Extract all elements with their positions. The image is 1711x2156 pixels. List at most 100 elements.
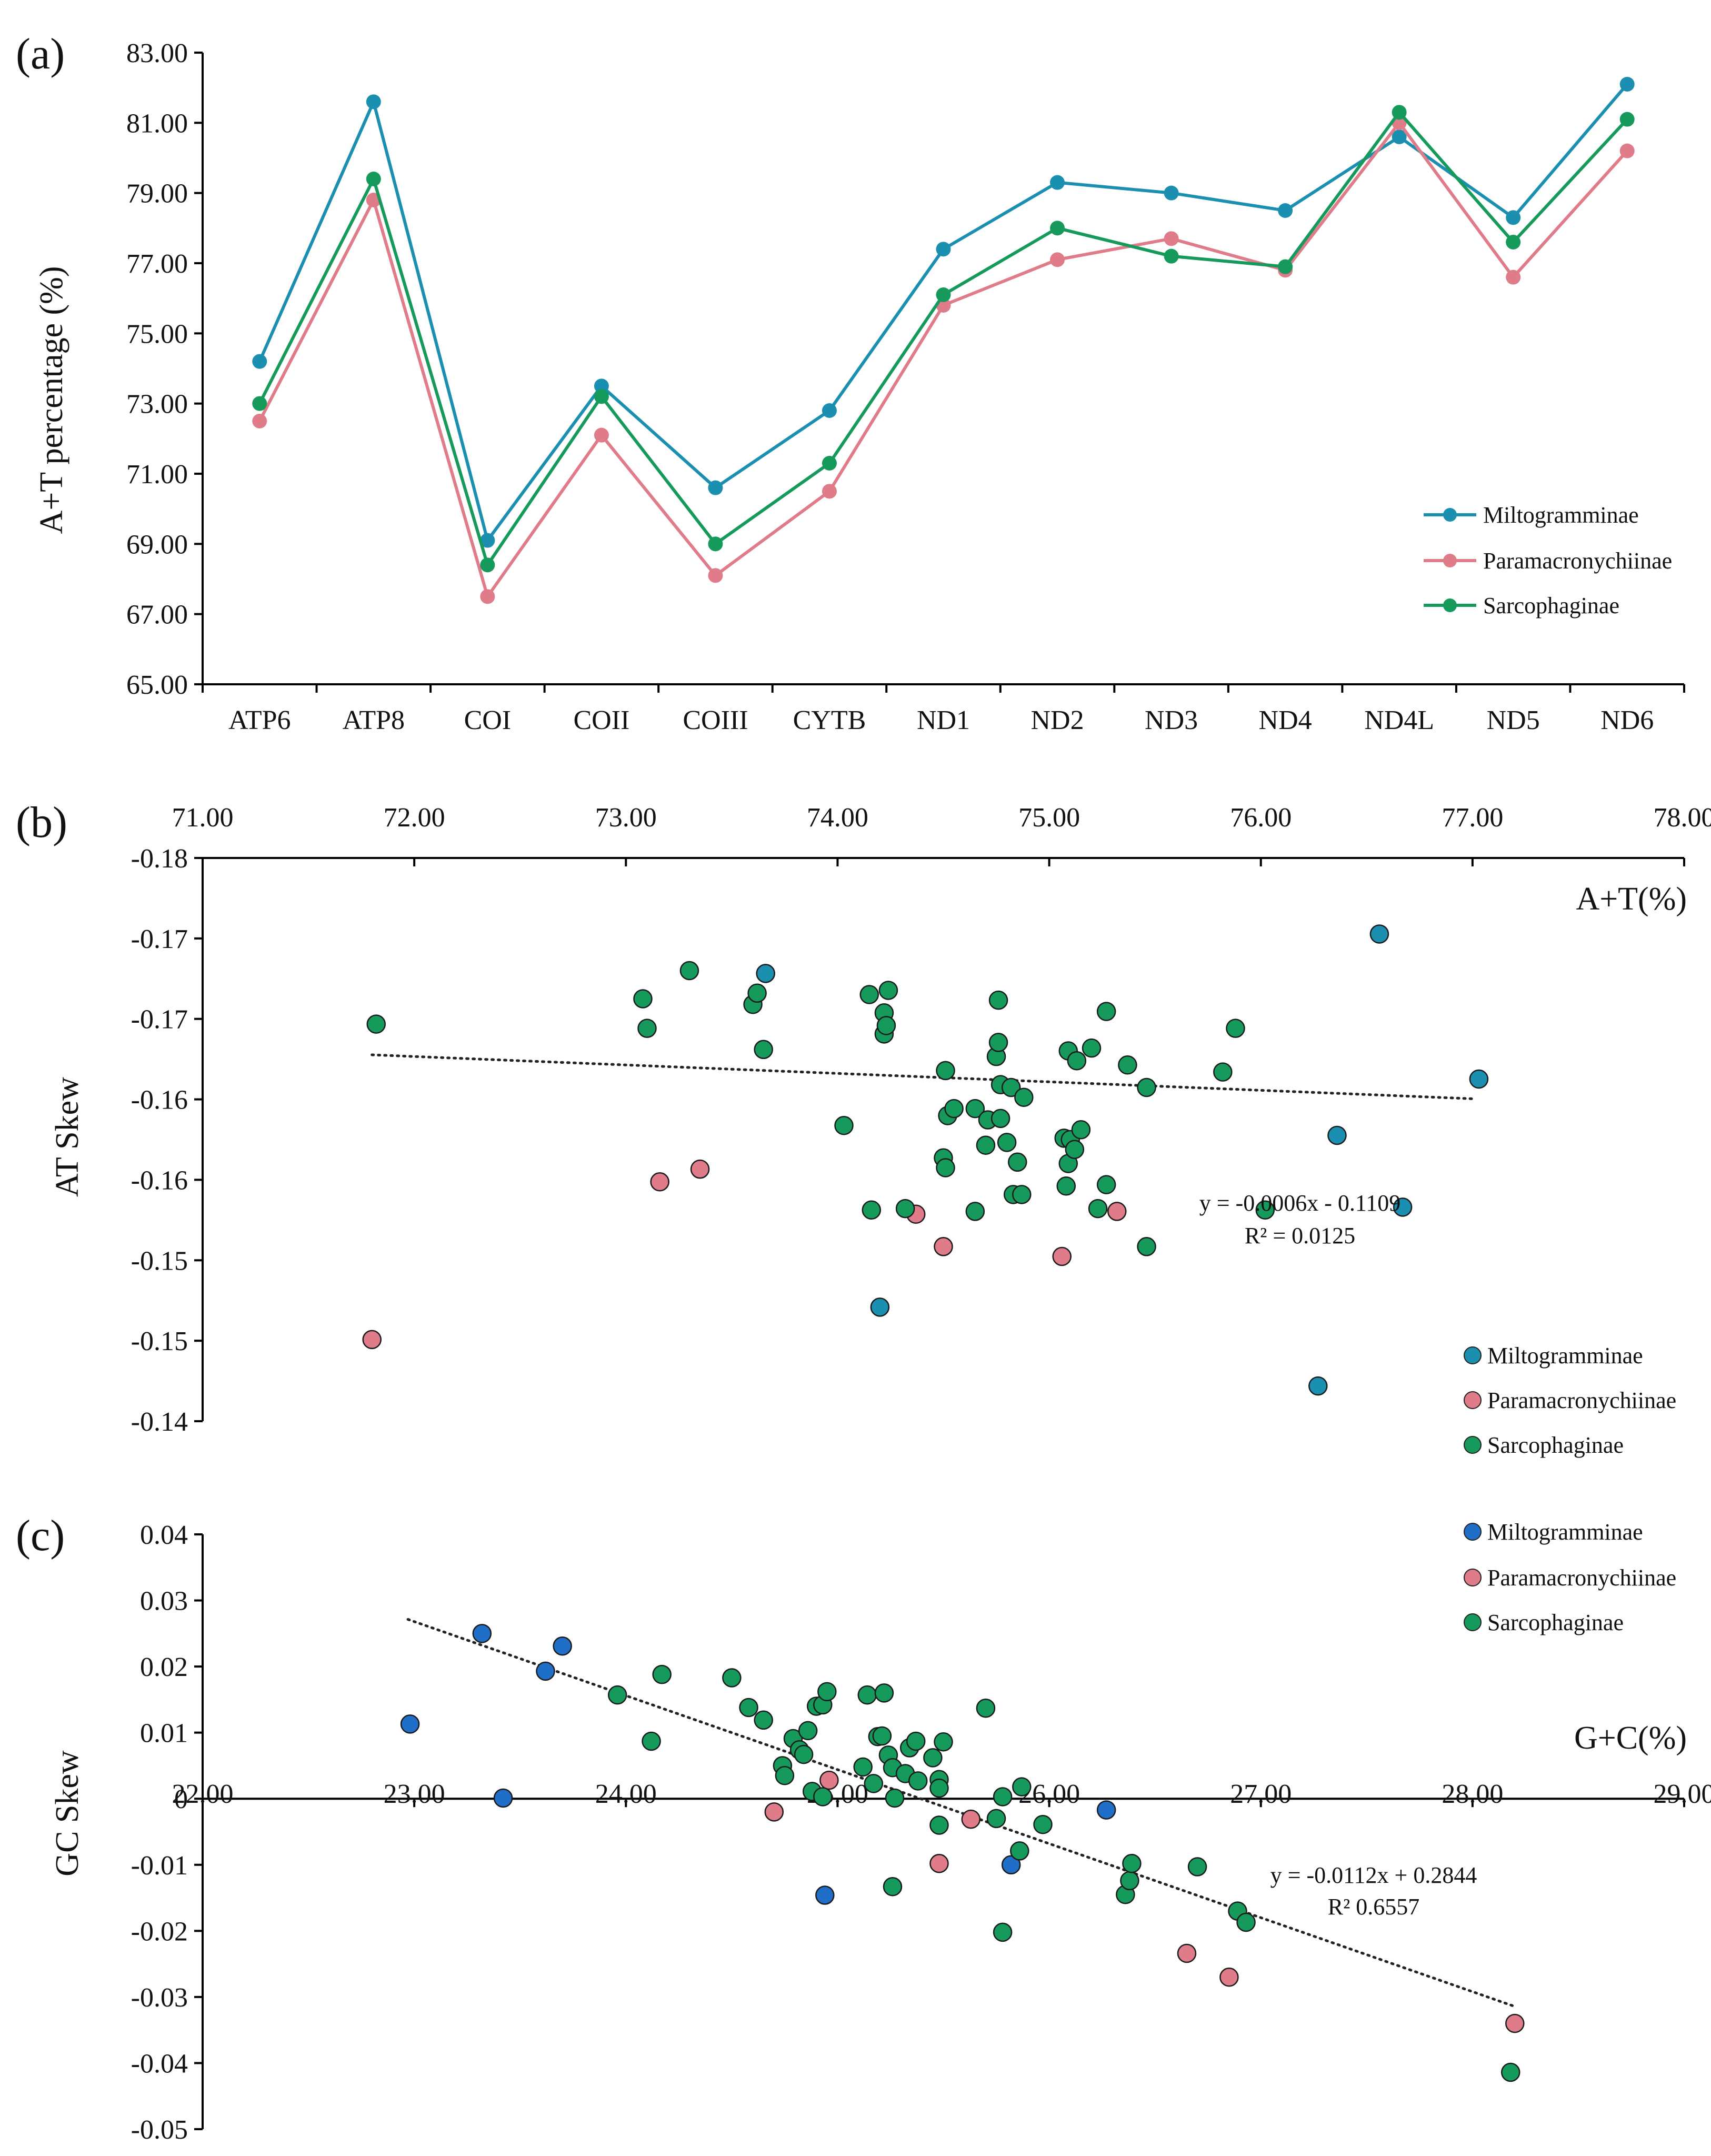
a-point-miltogramminae	[1278, 203, 1293, 218]
a-x-tick-label: ATP6	[228, 705, 291, 735]
c-y-tick-label: 0.01	[140, 1719, 188, 1749]
c-x-tick-label: 27.00	[1230, 1779, 1292, 1809]
a-x-tick-label: ND3	[1145, 705, 1198, 735]
c-y-tick-label: -0.04	[131, 2049, 188, 2079]
a-point-miltogramminae	[708, 481, 723, 495]
b-point-paramacronychiinae	[691, 1160, 709, 1178]
a-point-sarcophaginae	[252, 396, 267, 411]
c-point-sarcophaginae	[907, 1732, 925, 1750]
c-point-sarcophaginae	[1010, 1842, 1028, 1860]
b-point-sarcophaginae	[367, 1015, 385, 1033]
c-legend-marker-miltogramminae	[1464, 1523, 1481, 1540]
b-y-tick-label: -0.15	[131, 1326, 188, 1356]
a-x-tick-label: ND4L	[1364, 705, 1434, 735]
c-legend-label-sarcophaginae: Sarcophaginae	[1487, 1610, 1624, 1635]
panel-b-label: (b)	[16, 798, 67, 847]
c-point-sarcophaginae	[776, 1766, 794, 1784]
b-x-tick-label: 74.00	[807, 803, 868, 833]
a-point-sarcophaginae	[366, 172, 381, 186]
b-trend-equation: y = -0.0006x - 0.1109	[1199, 1190, 1401, 1216]
b-point-sarcophaginae	[977, 1136, 995, 1154]
c-point-sarcophaginae	[608, 1686, 626, 1704]
c-y-tick-label: -0.05	[131, 2115, 188, 2145]
b-x-tick-label: 73.00	[595, 803, 657, 833]
a-legend-label-paramacronychiinae: Paramacronychiinae	[1483, 548, 1672, 574]
b-legend-label-paramacronychiinae: Paramacronychiinae	[1487, 1388, 1676, 1413]
b-point-sarcophaginae	[1097, 1003, 1115, 1021]
b-point-sarcophaginae	[1072, 1121, 1090, 1139]
a-x-tick-label: ND1	[917, 705, 970, 735]
c-point-sarcophaginae	[924, 1749, 942, 1766]
c-point-sarcophaginae	[873, 1727, 891, 1745]
c-point-sarcophaginae	[994, 1923, 1012, 1941]
b-y-axis-title: AT Skew	[49, 1077, 85, 1197]
c-point-paramacronychiinae	[1178, 1944, 1196, 1962]
b-y-tick-label: -0.17	[131, 1005, 188, 1035]
a-x-tick-label: ND6	[1600, 705, 1654, 735]
c-trend-equation: y = -0.0112x + 0.2844	[1270, 1862, 1477, 1888]
a-point-miltogramminae	[1620, 77, 1635, 92]
c-point-sarcophaginae	[858, 1686, 876, 1704]
c-y-tick-label: -0.03	[131, 1983, 188, 2013]
a-legend-marker-miltogramminae	[1443, 508, 1457, 522]
b-point-sarcophaginae	[998, 1133, 1016, 1151]
a-point-miltogramminae	[1506, 210, 1520, 225]
b-point-paramacronychiinae	[363, 1331, 381, 1349]
b-x-tick-label: 77.00	[1442, 803, 1503, 833]
b-point-sarcophaginae	[1068, 1052, 1086, 1070]
b-point-sarcophaginae	[835, 1116, 853, 1134]
a-y-axis-title: A+T percentage (%)	[34, 266, 69, 534]
b-x-tick-label: 78.00	[1654, 803, 1711, 833]
b-point-sarcophaginae	[634, 990, 652, 1008]
panel-a-line-chart: (a) A+T percentage (%) 65.0067.0069.0071…	[16, 29, 1684, 735]
panel-a-label: (a)	[16, 29, 65, 78]
b-point-sarcophaginae	[1138, 1237, 1156, 1255]
b-point-sarcophaginae	[1214, 1063, 1232, 1081]
c-point-miltogramminae	[494, 1789, 512, 1807]
b-point-sarcophaginae	[681, 962, 698, 980]
b-point-sarcophaginae	[748, 984, 766, 1002]
c-point-sarcophaginae	[814, 1788, 832, 1805]
b-axes	[194, 858, 1684, 1421]
b-trendline	[372, 1055, 1473, 1099]
b-point-sarcophaginae	[1008, 1153, 1026, 1171]
b-legend-marker-sarcophaginae	[1464, 1436, 1481, 1453]
c-point-miltogramminae	[473, 1624, 491, 1642]
c-trendline-group	[408, 1620, 1515, 2007]
b-point-sarcophaginae	[638, 1020, 656, 1037]
c-point-sarcophaginae	[1034, 1815, 1052, 1833]
a-y-tick-labels: 65.0067.0069.0071.0073.0075.0077.0079.00…	[126, 38, 188, 700]
b-point-paramacronychiinae	[935, 1237, 953, 1255]
c-point-sarcophaginae	[854, 1758, 872, 1776]
b-point-sarcophaginae	[896, 1200, 914, 1217]
a-x-tick-label: ND4	[1259, 705, 1312, 735]
b-point-sarcophaginae	[992, 1110, 1009, 1127]
a-y-tick-label: 79.00	[126, 179, 188, 209]
a-legend: Miltogramminae Paramacronychiinae Sarcop…	[1424, 502, 1672, 618]
b-point-sarcophaginae	[989, 1033, 1007, 1051]
b-point-sarcophaginae	[755, 1041, 773, 1059]
c-x-tick-label: 24.00	[595, 1779, 657, 1809]
c-legend: Miltogramminae Paramacronychiinae Sarcop…	[1464, 1519, 1676, 1635]
a-point-miltogramminae	[1050, 175, 1065, 190]
b-point-paramacronychiinae	[1108, 1202, 1126, 1220]
a-point-paramacronychiinae	[252, 414, 267, 428]
c-points-group	[401, 1624, 1524, 2081]
b-point-sarcophaginae	[860, 985, 878, 1003]
a-x-tick-label: ATP8	[343, 705, 405, 735]
a-y-tick-label: 71.00	[126, 460, 188, 490]
c-point-sarcophaginae	[1123, 1854, 1140, 1872]
b-trendline-group	[372, 1055, 1473, 1099]
b-trend-r2: R² = 0.0125	[1245, 1223, 1355, 1249]
c-point-sarcophaginae	[987, 1810, 1005, 1828]
b-point-sarcophaginae	[989, 991, 1007, 1009]
c-point-sarcophaginae	[886, 1789, 904, 1807]
b-legend: Miltogramminae Paramacronychiinae Sarcop…	[1464, 1343, 1676, 1458]
a-point-paramacronychiinae	[480, 589, 495, 604]
a-x-tick-label: ND5	[1487, 705, 1540, 735]
c-point-sarcophaginae	[875, 1684, 893, 1702]
b-x-tick-label: 76.00	[1230, 803, 1292, 833]
a-point-sarcophaginae	[480, 557, 495, 572]
